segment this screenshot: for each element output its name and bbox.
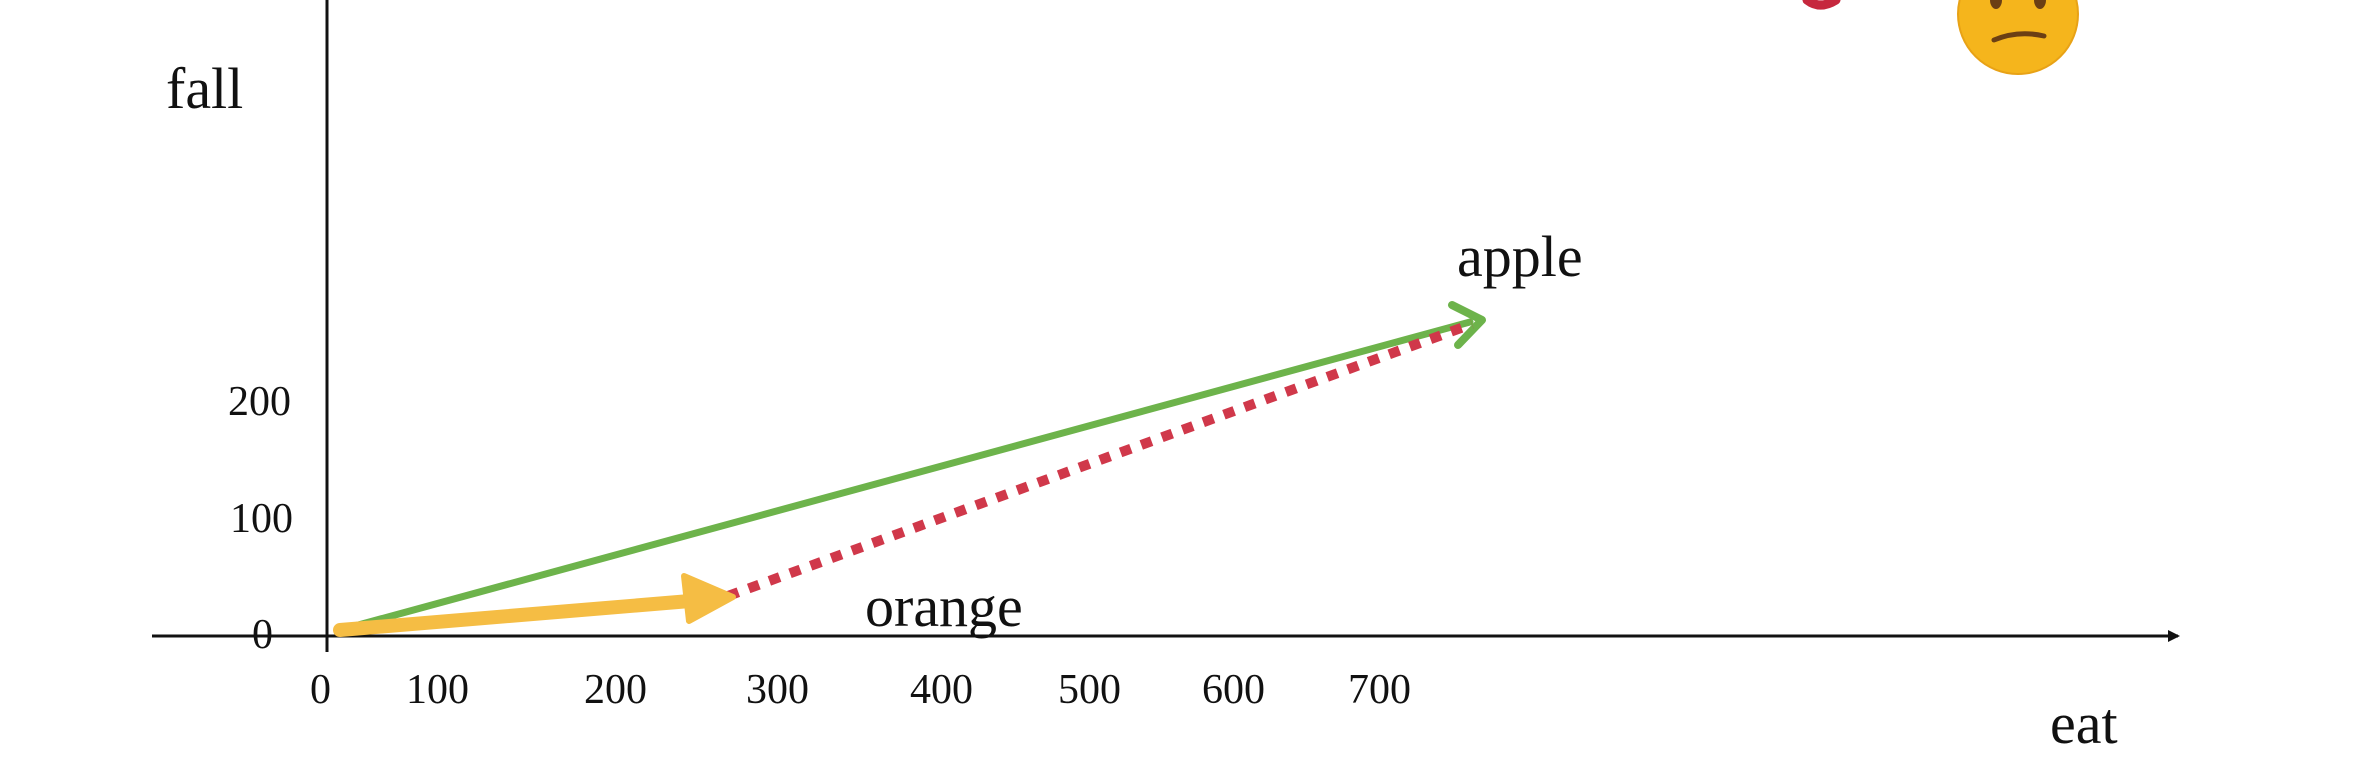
apple-vector-arrowhead xyxy=(1448,301,1486,349)
x-axis-label: eat xyxy=(2050,691,2118,756)
confused-face-icon xyxy=(1957,0,2079,75)
x-tick-label: 100 xyxy=(406,667,469,713)
x-tick-label: 500 xyxy=(1058,667,1121,713)
x-tick-label: 700 xyxy=(1348,667,1411,713)
y-tick-label: 200 xyxy=(228,379,291,425)
orange-vector-shaft xyxy=(333,594,697,637)
x-tick-label: 200 xyxy=(584,667,647,713)
apple-vector xyxy=(336,301,1486,634)
orange-label: orange xyxy=(865,574,1023,639)
apple-vector-shaft xyxy=(336,318,1474,634)
y-tick-label: 100 xyxy=(230,496,293,542)
orange-vector xyxy=(333,573,736,637)
x-tick-label: 400 xyxy=(910,667,973,713)
orange-vector-arrowhead xyxy=(681,573,736,624)
x-tick-label: 0 xyxy=(310,667,331,713)
apple-label: apple xyxy=(1457,224,1583,289)
y-tick-label: 0 xyxy=(252,612,273,658)
difference-vector-line xyxy=(726,319,1474,601)
x-tick-label: 300 xyxy=(746,667,809,713)
difference-vector xyxy=(726,319,1474,601)
x-tick-label: 600 xyxy=(1202,667,1265,713)
partial-red-mark xyxy=(1802,0,1841,10)
y-axis-label: fall xyxy=(166,56,243,121)
